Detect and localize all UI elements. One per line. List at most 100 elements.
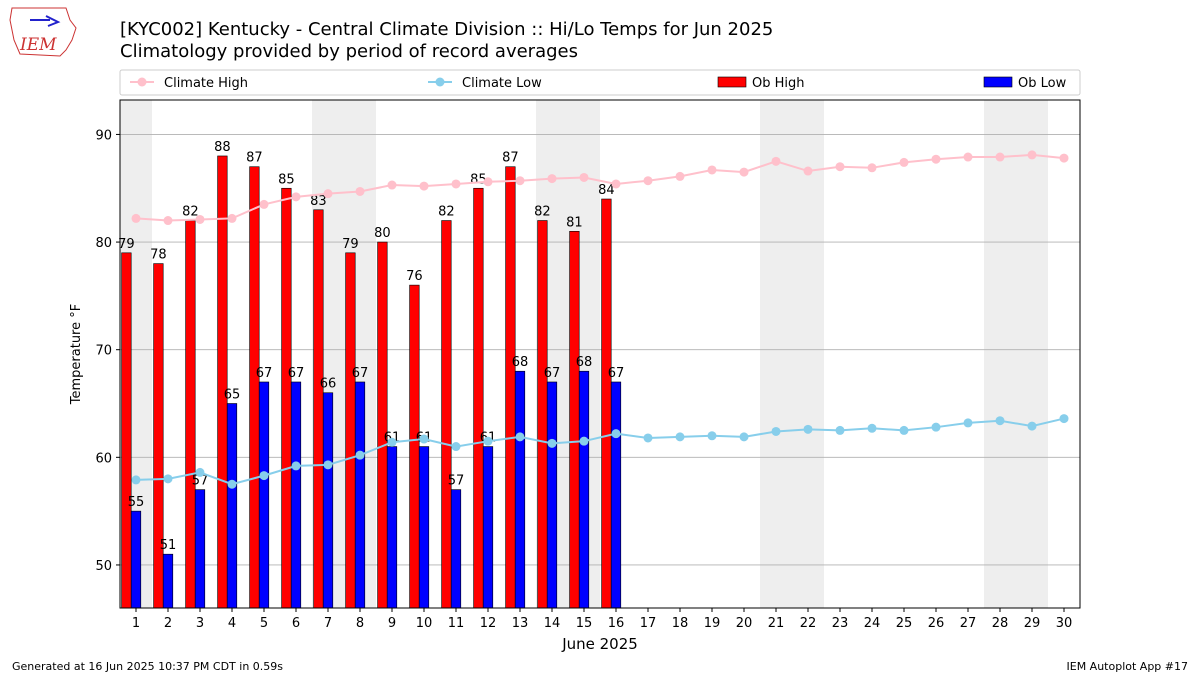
- bar: [610, 381, 622, 609]
- line-marker: [675, 432, 685, 442]
- bar: [226, 403, 238, 609]
- line-marker: [739, 432, 749, 442]
- line-marker: [131, 213, 141, 223]
- data-label: 79: [342, 237, 359, 252]
- line-marker: [387, 180, 397, 190]
- bar: [386, 446, 398, 609]
- line-marker: [131, 475, 141, 485]
- line-marker: [291, 192, 301, 202]
- line-marker: [867, 163, 877, 173]
- line-marker: [931, 422, 941, 432]
- line-marker: [259, 471, 269, 481]
- line: [135, 417, 1065, 486]
- line-marker: [931, 154, 941, 164]
- footer-app: IEM Autoplot App #17: [1067, 660, 1189, 673]
- line-marker: [899, 157, 909, 167]
- x-tick-label: 1: [132, 616, 140, 631]
- bar: [249, 166, 260, 609]
- legend-marker: [137, 77, 147, 87]
- bar: [313, 209, 324, 609]
- data-label: 57: [192, 474, 209, 489]
- data-label: 87: [502, 151, 519, 166]
- bar: [441, 220, 452, 609]
- x-tick-label: 6: [292, 616, 300, 631]
- y-tick-label: 90: [95, 128, 112, 143]
- x-tick-label: 20: [736, 616, 753, 631]
- bar: [450, 489, 462, 609]
- line-marker: [163, 474, 173, 484]
- data-label: 68: [576, 355, 593, 370]
- legend-swatch: [983, 76, 1013, 88]
- footer-generated: Generated at 16 Jun 2025 10:37 PM CDT in…: [12, 660, 283, 673]
- line-marker: [803, 166, 813, 176]
- data-label: 85: [278, 172, 295, 187]
- data-label: 88: [214, 140, 231, 155]
- line-marker: [1027, 421, 1037, 431]
- line-marker: [547, 438, 557, 448]
- line-marker: [579, 436, 589, 446]
- line-marker: [1059, 153, 1069, 163]
- line-marker: [963, 152, 973, 162]
- line-marker: [355, 450, 365, 460]
- bar: [281, 187, 292, 609]
- bar: [130, 510, 142, 609]
- data-label: 76: [406, 269, 423, 284]
- weekend-shade: [1016, 100, 1048, 608]
- weekend-shade: [760, 100, 792, 608]
- line-marker: [419, 434, 429, 444]
- bar: [418, 446, 430, 609]
- line-marker: [547, 174, 557, 184]
- line-marker: [579, 172, 589, 182]
- data-label: 67: [608, 366, 625, 381]
- line-marker: [675, 171, 685, 181]
- x-tick-label: 11: [448, 616, 465, 631]
- line-marker: [323, 460, 333, 470]
- data-label: 55: [128, 495, 145, 510]
- bar: [185, 220, 196, 609]
- x-tick-label: 25: [896, 616, 913, 631]
- legend-box: [119, 69, 1081, 96]
- line-marker: [387, 437, 397, 447]
- line-marker: [227, 213, 237, 223]
- legend-swatch: [717, 76, 747, 88]
- line-marker: [771, 426, 781, 436]
- line-marker: [1027, 150, 1037, 160]
- plot-frame: [119, 99, 1081, 609]
- logo: IEM: [9, 7, 77, 57]
- bar: [569, 231, 580, 609]
- line-marker: [227, 479, 237, 489]
- data-label: 82: [438, 205, 455, 220]
- y-axis-label: Temperature °F: [69, 304, 84, 405]
- x-tick-label: 2: [164, 616, 172, 631]
- logo-text: IEM: [19, 35, 57, 55]
- line-marker: [483, 177, 493, 187]
- x-tick-label: 28: [992, 616, 1009, 631]
- bar: [473, 187, 484, 609]
- bar: [482, 446, 494, 609]
- data-label: 79: [118, 237, 135, 252]
- x-tick-label: 7: [324, 616, 332, 631]
- legend-marker: [435, 77, 445, 87]
- line-marker: [291, 461, 301, 471]
- x-tick-label: 19: [704, 616, 721, 631]
- line-marker: [515, 432, 525, 442]
- x-tick-label: 3: [196, 616, 204, 631]
- data-label: 66: [320, 377, 337, 392]
- line-marker: [643, 433, 653, 443]
- line-marker: [835, 162, 845, 172]
- bar: [345, 252, 356, 609]
- line-marker: [611, 179, 621, 189]
- bar: [505, 166, 516, 609]
- data-label: 67: [288, 366, 305, 381]
- x-axis-label: June 2025: [561, 635, 638, 653]
- bar: [290, 381, 302, 609]
- x-tick-label: 5: [260, 616, 268, 631]
- x-tick-label: 27: [960, 616, 977, 631]
- x-tick-label: 8: [356, 616, 364, 631]
- y-tick-label: 80: [95, 236, 112, 251]
- weekend-shade: [984, 100, 1016, 608]
- line-marker: [643, 176, 653, 186]
- data-label: 82: [534, 205, 551, 220]
- x-tick-label: 13: [512, 616, 529, 631]
